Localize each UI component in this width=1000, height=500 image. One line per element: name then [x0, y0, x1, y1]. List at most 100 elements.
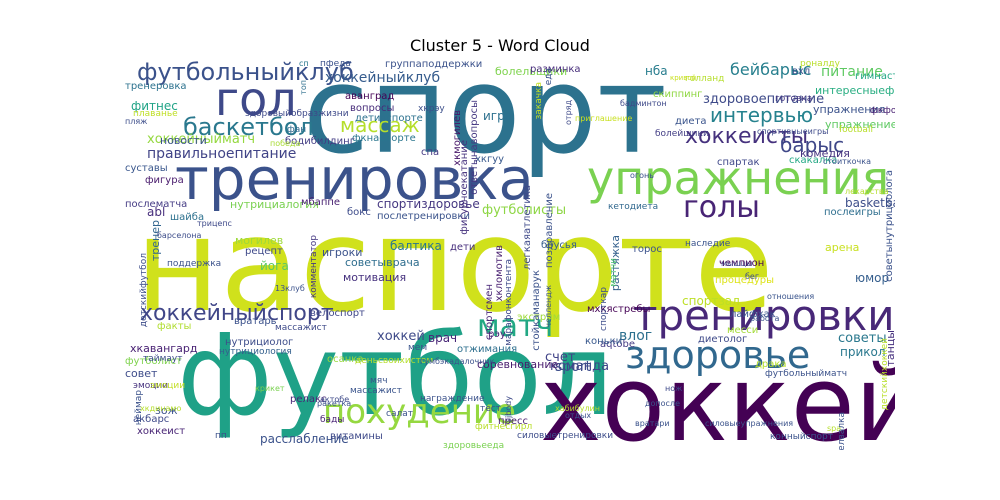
- word-cloud-word: чемпион: [719, 258, 765, 269]
- word-cloud-word: футбол: [177, 311, 614, 441]
- word-cloud-word: советыврача: [345, 256, 420, 269]
- word-cloud-word: вратари: [635, 419, 670, 428]
- word-cloud-word: счет: [545, 350, 576, 365]
- word-cloud-word: спа: [421, 147, 440, 158]
- word-cloud-word: награждение: [420, 394, 485, 404]
- word-cloud-word: тренировка: [175, 145, 534, 213]
- word-cloud-word: сп: [299, 60, 309, 68]
- word-cloud-word: приглашение: [575, 114, 633, 123]
- word-cloud-word: бады: [320, 415, 345, 425]
- word-cloud-word: гол: [215, 72, 297, 126]
- word-cloud-word: sjbody: [504, 396, 513, 423]
- word-cloud-word: нутрициалогия: [230, 198, 319, 211]
- word-cloud-word: послетренировки: [377, 211, 470, 222]
- word-cloud-word: гимнастика: [855, 71, 895, 82]
- word-cloud-word: коньки: [585, 336, 623, 347]
- word-cloud-word: барселона: [157, 231, 202, 240]
- word-cloud-word: хоккейныйспорт: [140, 301, 334, 326]
- word-cloud-word: basketball: [845, 196, 895, 210]
- word-cloud-word: бадминтон: [620, 99, 667, 108]
- word-cloud-word: спортзал: [682, 294, 740, 308]
- word-cloud-word: витамины: [330, 431, 383, 442]
- word-cloud-word: нож: [665, 384, 683, 393]
- word-cloud-word: футбольныйклуб: [137, 60, 354, 86]
- word-cloud-word: работа: [750, 314, 780, 323]
- word-cloud-word: хоккейныйматч: [147, 132, 256, 147]
- word-cloud-word: наследие: [685, 239, 731, 249]
- word-cloud-word: правильноепитание: [147, 146, 297, 162]
- word-cloud-word: отжимания: [457, 344, 518, 355]
- word-cloud-word: хабибулин: [555, 404, 600, 413]
- chart-title: Cluster 5 - Word Cloud: [410, 36, 590, 55]
- word-cloud-word: вхл: [792, 66, 811, 77]
- word-cloud-word: вратарь: [234, 316, 277, 327]
- word-cloud-word: бодибилдинг: [285, 136, 355, 147]
- word-cloud-word: детивспорте: [355, 113, 423, 124]
- word-cloud-word: здоровыйобразжизни: [245, 109, 349, 119]
- word-cloud-word: мхкястребы: [587, 304, 651, 315]
- word-cloud-word: пфеда: [320, 60, 351, 69]
- word-cloud-word: здоровье: [625, 333, 811, 377]
- word-cloud-word: марафонконтента: [504, 259, 514, 346]
- word-cloud-word: отряд: [564, 100, 573, 125]
- word-cloud-word: йога: [260, 259, 289, 273]
- word-cloud-word: месси: [727, 325, 759, 336]
- word-cloud-word: массажист: [350, 386, 402, 396]
- word-cloud-word: лекарства: [845, 187, 889, 196]
- word-cloud-word: роналду: [800, 60, 840, 69]
- word-cloud-word: интервью: [710, 103, 814, 127]
- word-cloud-word: экстрим: [517, 312, 561, 323]
- word-cloud-word: закачка: [534, 82, 544, 120]
- word-cloud-word: мотивация: [343, 271, 407, 284]
- word-cloud-word: расслабление: [260, 432, 349, 446]
- word-cloud-word: велоспорт: [310, 308, 365, 319]
- word-cloud: спорт наспорте футбол хоккей тренировка упраж…: [125, 60, 895, 450]
- word-cloud-word: мяч: [370, 376, 388, 386]
- word-cloud-word: факты: [157, 321, 192, 332]
- word-cloud-word: баскетбол: [183, 113, 314, 141]
- word-cloud-word: поздравление: [544, 193, 555, 268]
- word-cloud-word: хоккеист: [137, 426, 186, 437]
- word-cloud-word: комедия: [800, 147, 850, 160]
- word-cloud-word: отдых: [565, 411, 592, 420]
- word-cloud-word: тест: [480, 404, 501, 414]
- word-cloud-word: эмоции: [133, 381, 169, 391]
- word-cloud-word: детскийхоккей: [880, 338, 890, 411]
- word-cloud-word: мбаппе: [301, 197, 341, 208]
- word-cloud-word: команда: [550, 359, 610, 374]
- word-cloud-word: упражнения: [813, 103, 886, 116]
- word-cloud-word: 13клуб: [275, 284, 305, 293]
- word-cloud-word: вопросы: [350, 103, 395, 114]
- word-cloud-word: процедуры: [715, 275, 775, 286]
- word-cloud-word: таймаут: [143, 354, 183, 364]
- word-cloud-word: интересныефакты: [815, 84, 895, 97]
- word-cloud-word: здоровоепитание: [703, 92, 825, 107]
- word-cloud-word: фитнесгирл: [475, 422, 533, 432]
- word-cloud-word: хкломотив: [494, 245, 505, 302]
- word-cloud-word: здоровьееда: [443, 441, 505, 451]
- word-cloud-word: хкдинамо: [140, 404, 182, 413]
- word-cloud-word: диетолог: [698, 334, 748, 345]
- word-cloud-word: тренер: [149, 220, 162, 262]
- word-cloud-word: фкфорте: [870, 106, 895, 116]
- word-cloud-word: болейщики: [655, 129, 709, 139]
- word-cloud-word: врач: [428, 331, 458, 345]
- word-cloud-word: кетодиета: [608, 202, 659, 212]
- word-cloud-word: силовыеупражнения: [705, 419, 794, 428]
- word-cloud-word: могилев: [235, 234, 284, 247]
- word-cloud-word: соревнование: [477, 358, 559, 371]
- word-cloud-word: кривой: [670, 74, 697, 82]
- word-cloud-word: шайба: [170, 212, 205, 223]
- word-cloud-word: дети: [450, 242, 476, 253]
- word-cloud-word: ракетка: [317, 399, 352, 408]
- word-cloud-word: юмор: [855, 271, 890, 285]
- word-cloud-word: хоккей: [540, 343, 895, 450]
- word-cloud-word: послематча: [125, 199, 188, 210]
- word-cloud-word: football: [839, 125, 873, 135]
- word-cloud-word: упражнение: [825, 118, 895, 131]
- word-cloud-word: спорт: [303, 60, 667, 181]
- word-cloud-word: советы: [838, 331, 887, 346]
- word-cloud-word: суставы: [125, 163, 168, 174]
- word-cloud-word: мышцы: [721, 259, 753, 268]
- word-cloud-word: наспорте: [135, 189, 774, 341]
